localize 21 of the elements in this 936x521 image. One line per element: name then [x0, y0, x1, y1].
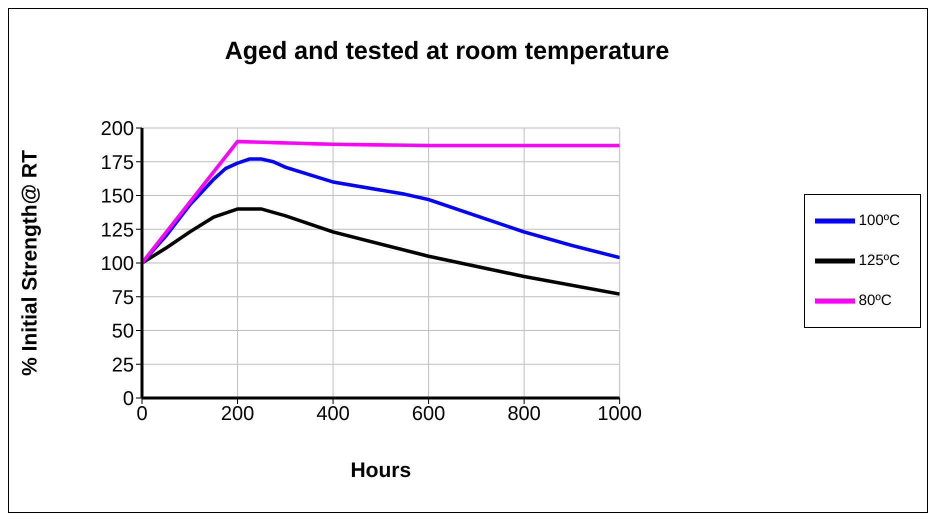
- y-tick-label: 175: [100, 152, 134, 174]
- y-tick-label: 0: [122, 388, 134, 410]
- y-tick-label: 25: [112, 354, 134, 376]
- chart-title: Aged and tested at room temperature: [224, 37, 670, 66]
- x-tick-label: 200: [220, 403, 254, 426]
- x-tick-label: 1000: [597, 403, 642, 426]
- y-tick-label: 200: [100, 118, 134, 140]
- y-axis-title: % Initial Strength@ RT: [18, 150, 42, 376]
- legend-label: 125ºC: [858, 251, 900, 268]
- x-tick-label: 0: [136, 403, 148, 426]
- x-tick-label: 400: [316, 403, 350, 426]
- legend-label: 80ºC: [858, 291, 892, 308]
- y-tick-label: 100: [100, 253, 134, 276]
- y-tick-label: 150: [100, 186, 134, 208]
- y-tick-label: 125: [100, 219, 134, 242]
- y-tick-label: 50: [112, 320, 134, 343]
- x-tick-label: 800: [507, 403, 541, 426]
- legend-label: 100ºC: [858, 211, 900, 228]
- x-tick-label: 600: [412, 403, 446, 426]
- x-axis-title: Hours: [350, 458, 412, 482]
- y-tick-label: 75: [112, 286, 134, 309]
